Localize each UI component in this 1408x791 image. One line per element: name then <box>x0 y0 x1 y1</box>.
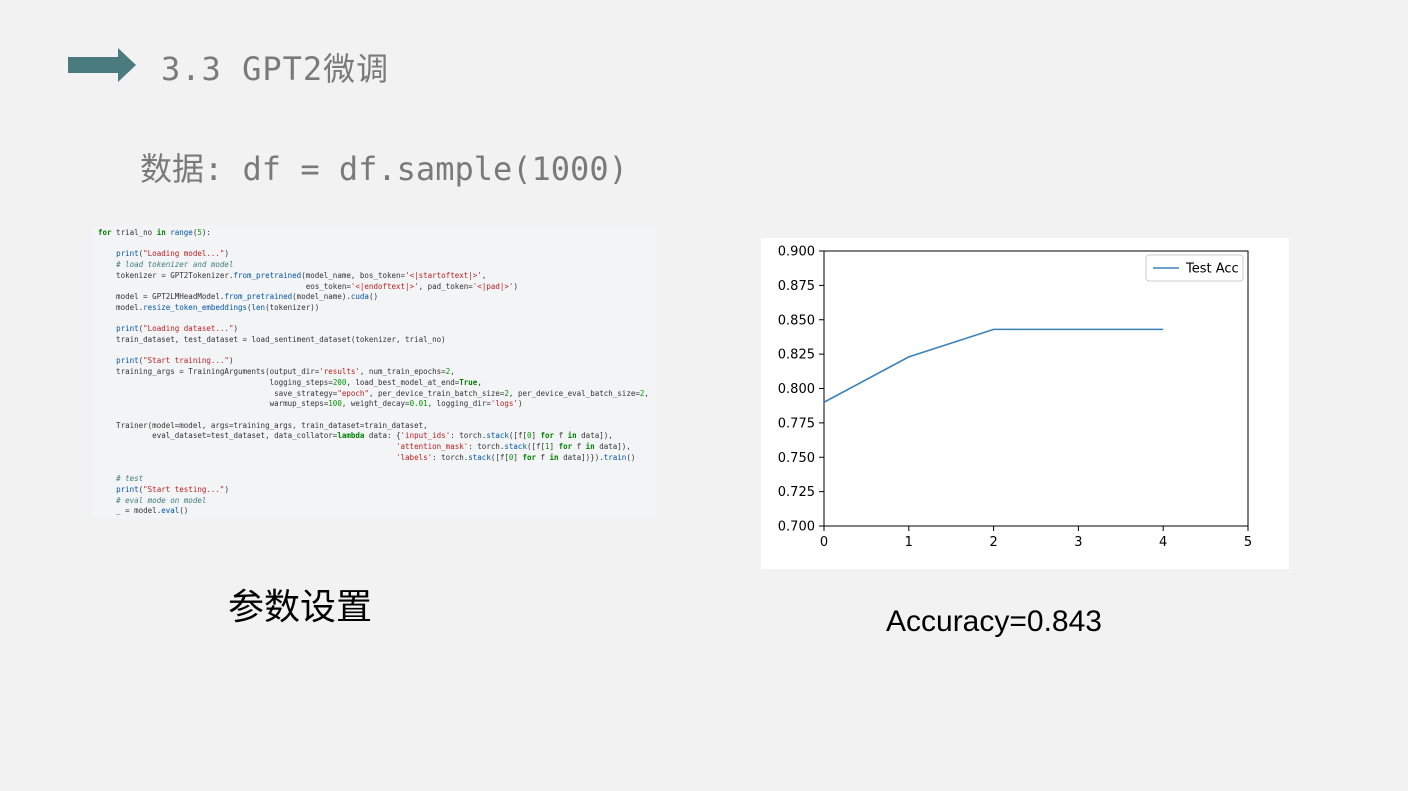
y-tick-label: 0.875 <box>778 279 815 294</box>
x-tick-label: 0 <box>820 535 828 550</box>
legend-box <box>1145 254 1244 282</box>
params-caption: 参数设置 <box>228 587 373 628</box>
y-tick-label: 0.825 <box>778 348 815 363</box>
x-tick-label: 4 <box>1159 535 1167 550</box>
code-block: for trial_no in range(5): print("Loading… <box>98 228 649 516</box>
x-tick-label: 3 <box>1074 535 1082 550</box>
y-tick-label: 0.750 <box>778 451 815 466</box>
accuracy-chart: 0.700 0.725 0.750 0.775 0.800 0.825 0.850 0.875… <box>761 238 1289 569</box>
y-tick-label: 0.700 <box>778 520 815 535</box>
y-tick-label: 0.900 <box>778 245 815 260</box>
series-line-test-acc <box>823 328 1164 403</box>
x-tick-label: 1 <box>905 535 913 550</box>
code-snippet: for trial_no in range(5): print("Loading… <box>93 226 656 518</box>
y-tick-label: 0.775 <box>778 416 815 431</box>
legend-label: Test Acc <box>1185 262 1239 277</box>
arrow-icon <box>68 48 136 82</box>
plot-frame <box>823 250 1249 527</box>
y-tick-label: 0.850 <box>778 313 815 328</box>
data-sampling-line: 数据: df = df.sample(1000) <box>140 150 628 188</box>
accuracy-caption: Accuracy=0.843 <box>886 605 1102 638</box>
x-tick-label: 5 <box>1244 535 1252 550</box>
section-title: 3.3 GPT2微调 <box>161 50 390 88</box>
y-tick-label: 0.725 <box>778 485 815 500</box>
y-tick-label: 0.800 <box>778 382 815 397</box>
accuracy-chart-svg: 0.700 0.725 0.750 0.775 0.800 0.825 0.850 0.875… <box>778 245 1252 551</box>
x-tick-label: 2 <box>989 535 997 550</box>
